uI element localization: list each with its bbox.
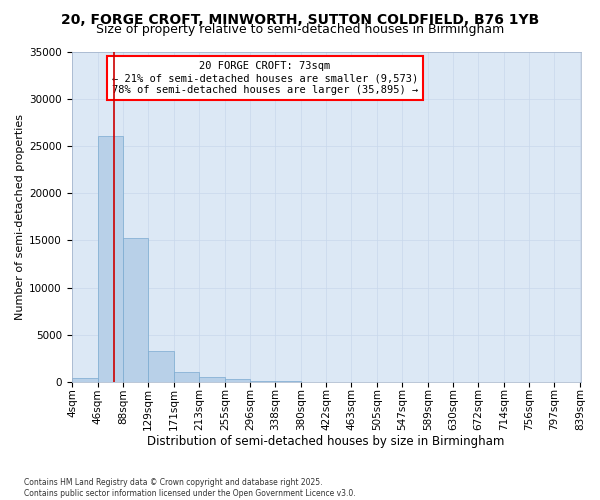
Bar	[250, 381, 275, 382]
Text: 20, FORGE CROFT, MINWORTH, SUTTON COLDFIELD, B76 1YB: 20, FORGE CROFT, MINWORTH, SUTTON COLDFI…	[61, 12, 539, 26]
Text: 20 FORGE CROFT: 73sqm
← 21% of semi-detached houses are smaller (9,573)
78% of s: 20 FORGE CROFT: 73sqm ← 21% of semi-deta…	[112, 62, 418, 94]
Bar	[72, 378, 98, 382]
Bar	[98, 136, 124, 382]
Bar	[148, 351, 174, 382]
Bar	[174, 372, 199, 382]
Bar	[225, 379, 250, 382]
Y-axis label: Number of semi-detached properties: Number of semi-detached properties	[15, 114, 25, 320]
Text: Size of property relative to semi-detached houses in Birmingham: Size of property relative to semi-detach…	[96, 22, 504, 36]
Bar	[199, 377, 225, 382]
Bar	[124, 238, 148, 382]
Text: Contains HM Land Registry data © Crown copyright and database right 2025.
Contai: Contains HM Land Registry data © Crown c…	[24, 478, 356, 498]
X-axis label: Distribution of semi-detached houses by size in Birmingham: Distribution of semi-detached houses by …	[148, 434, 505, 448]
